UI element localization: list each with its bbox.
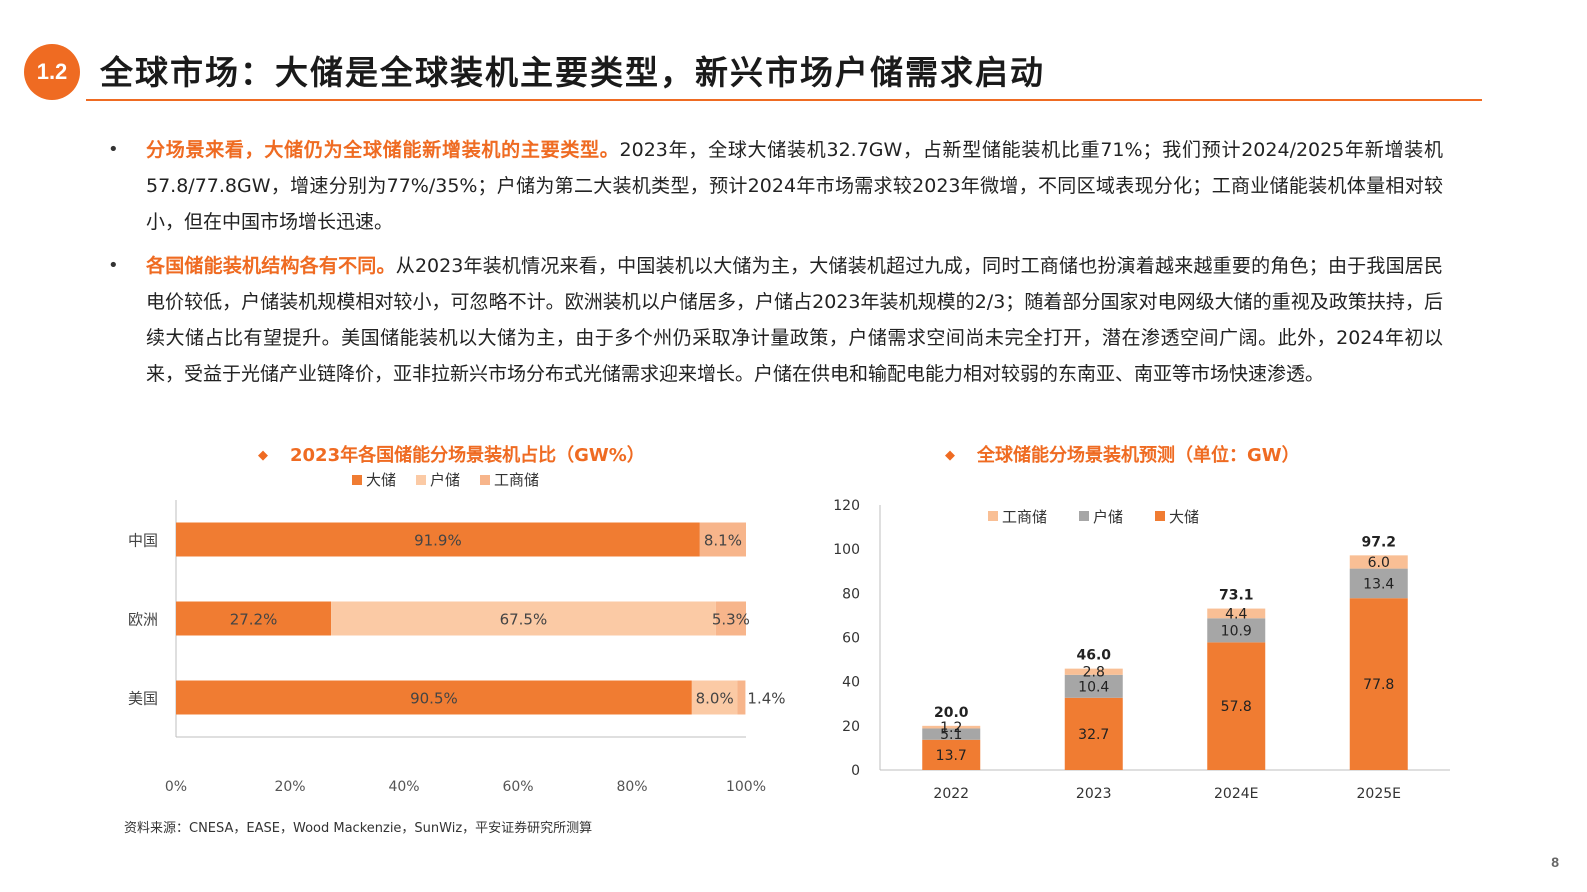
bar-segment <box>1064 674 1123 698</box>
data-label: 67.5% <box>500 611 548 629</box>
bar-segment <box>176 601 332 636</box>
x-tick-label: 40% <box>388 779 419 795</box>
data-label: 10.4 <box>1078 679 1109 695</box>
legend-swatch <box>352 475 362 485</box>
data-label: 1.4% <box>747 690 785 708</box>
diamond-icon: ◆ <box>258 448 268 463</box>
x-tick-label: 60% <box>502 779 533 795</box>
title-divider <box>86 99 1482 101</box>
legend-swatch <box>988 511 998 521</box>
y-tick-label: 60 <box>842 631 860 647</box>
data-label: 32.7 <box>1078 727 1109 743</box>
chart-right-title-text: 全球储能分场景装机预测（单位：GW） <box>977 445 1300 466</box>
bullet-list: • 分场景来看，大储仍为全球储能新增装机的主要类型。2023年，全球大储装机32… <box>108 132 1443 400</box>
legend-label: 户储 <box>1093 508 1123 526</box>
bar-segment <box>1349 555 1408 569</box>
chart-left-title-text: 2023年各国储能分场景装机占比（GW%） <box>290 445 645 466</box>
chart-left-title: ◆ 2023年各国储能分场景装机占比（GW%） <box>258 441 645 467</box>
chart-right-global-forecast: 0 20 40 60 80 100 120 工商储 户储 大储 2022 13.7 5.11.220.0… <box>833 498 1450 802</box>
bar-segment <box>922 725 981 729</box>
bar-segment <box>1349 598 1408 770</box>
legend-swatch <box>480 475 490 485</box>
bullet-highlight: 各国储能装机结构各有不同。 <box>146 255 396 277</box>
y-tick-label: 80 <box>842 586 860 602</box>
total-label: 20.0 <box>934 705 969 721</box>
x-tick-label: 100% <box>726 779 766 795</box>
bullet-dot-icon: • <box>108 255 119 276</box>
x-tick-label: 2025E <box>1357 786 1401 802</box>
data-label: 5.3% <box>712 611 750 629</box>
bar-segment <box>715 601 746 636</box>
bar-segment <box>691 680 738 715</box>
data-label: 57.8 <box>1221 699 1252 715</box>
legend-label: 大储 <box>1169 508 1199 526</box>
bar-segment <box>1064 668 1123 675</box>
data-label: 91.9% <box>414 532 462 550</box>
bullet-item-1: • 分场景来看，大储仍为全球储能新增装机的主要类型。2023年，全球大储装机32… <box>108 132 1443 240</box>
legend-label: 户储 <box>430 471 460 489</box>
y-tick-label: 40 <box>842 675 860 691</box>
bullet-text: 2023年，全球大储装机32.7GW，占新型储能装机比重71%；我们预计2024… <box>146 139 1443 233</box>
bullet-dot-icon: • <box>108 139 119 160</box>
bar-segment <box>922 739 981 770</box>
data-label: 90.5% <box>410 690 458 708</box>
page-title: 全球市场：大储是全球装机主要类型，新兴市场户储需求启动 <box>100 53 1045 92</box>
data-label: 6.0 <box>1368 555 1390 571</box>
legend-swatch <box>1079 511 1089 521</box>
x-tick-label: 0% <box>165 779 187 795</box>
bar-segment <box>1064 697 1123 770</box>
bullet-highlight: 分场景来看，大储仍为全球储能新增装机的主要类型。 <box>146 139 620 161</box>
x-tick-label: 2023 <box>1076 786 1112 802</box>
data-label: 4.4 <box>1225 606 1247 622</box>
total-label: 73.1 <box>1219 588 1254 604</box>
legend-swatch <box>416 475 426 485</box>
x-tick-label: 2024E <box>1214 786 1258 802</box>
total-label: 46.0 <box>1076 648 1111 664</box>
x-tick-label: 2022 <box>933 786 969 802</box>
data-label: 2.8 <box>1083 665 1105 681</box>
bar-segment <box>1207 618 1266 643</box>
x-tick-label: 20% <box>274 779 305 795</box>
bar-segment <box>1207 642 1266 770</box>
chart-right-title: ◆ 全球储能分场景装机预测（单位：GW） <box>945 441 1300 467</box>
legend-label: 大储 <box>366 471 396 489</box>
bar-segment <box>922 728 981 740</box>
bar-segment <box>176 680 692 715</box>
source-note: 资料来源：CNESA，EASE，Wood Mackenzie，SunWiz，平安… <box>124 821 593 836</box>
legend-label: 工商储 <box>1002 508 1047 526</box>
total-label: 97.2 <box>1361 534 1396 550</box>
y-tick-label: 120 <box>833 498 860 514</box>
category-label: 欧洲 <box>128 611 158 629</box>
data-label: 77.8 <box>1363 677 1394 693</box>
bullet-text: 从2023年装机情况来看，中国装机以大储为主，大储装机超过九成，同时工商储也扮演… <box>146 255 1443 385</box>
bar-segment <box>1207 608 1266 619</box>
bar-segment <box>699 522 746 557</box>
data-label: 13.7 <box>936 748 967 764</box>
data-label: 8.1% <box>704 532 742 550</box>
bar-segment <box>1349 568 1408 599</box>
category-label: 美国 <box>128 690 158 708</box>
page-number: 8 <box>1551 854 1559 870</box>
data-label: 1.2 <box>940 720 962 736</box>
y-tick-label: 20 <box>842 719 860 735</box>
x-tick-label: 80% <box>616 779 647 795</box>
legend-swatch <box>1155 511 1165 521</box>
bar-segment <box>176 522 700 557</box>
y-tick-label: 100 <box>833 542 860 558</box>
category-label: 中国 <box>128 532 158 550</box>
chart-left-share-by-country: 大储 户储 工商储 0% 20% 40% 60% 80% 100% 中国 91.9% 8.1% 欧洲 27… <box>128 471 786 795</box>
data-label: 27.2% <box>230 611 278 629</box>
section-number-badge: 1.2 <box>24 44 80 100</box>
y-tick-label: 0 <box>851 763 860 779</box>
bullet-item-2: • 各国储能装机结构各有不同。从2023年装机情况来看，中国装机以大储为主，大储… <box>108 248 1443 392</box>
data-label: 5.1 <box>940 727 962 743</box>
data-label: 8.0% <box>696 690 734 708</box>
bar-segment <box>737 680 746 715</box>
data-label: 13.4 <box>1363 576 1394 592</box>
legend-label: 工商储 <box>494 471 539 489</box>
bar-segment <box>331 601 716 636</box>
data-label: 10.9 <box>1221 623 1252 639</box>
diamond-icon: ◆ <box>945 448 955 463</box>
